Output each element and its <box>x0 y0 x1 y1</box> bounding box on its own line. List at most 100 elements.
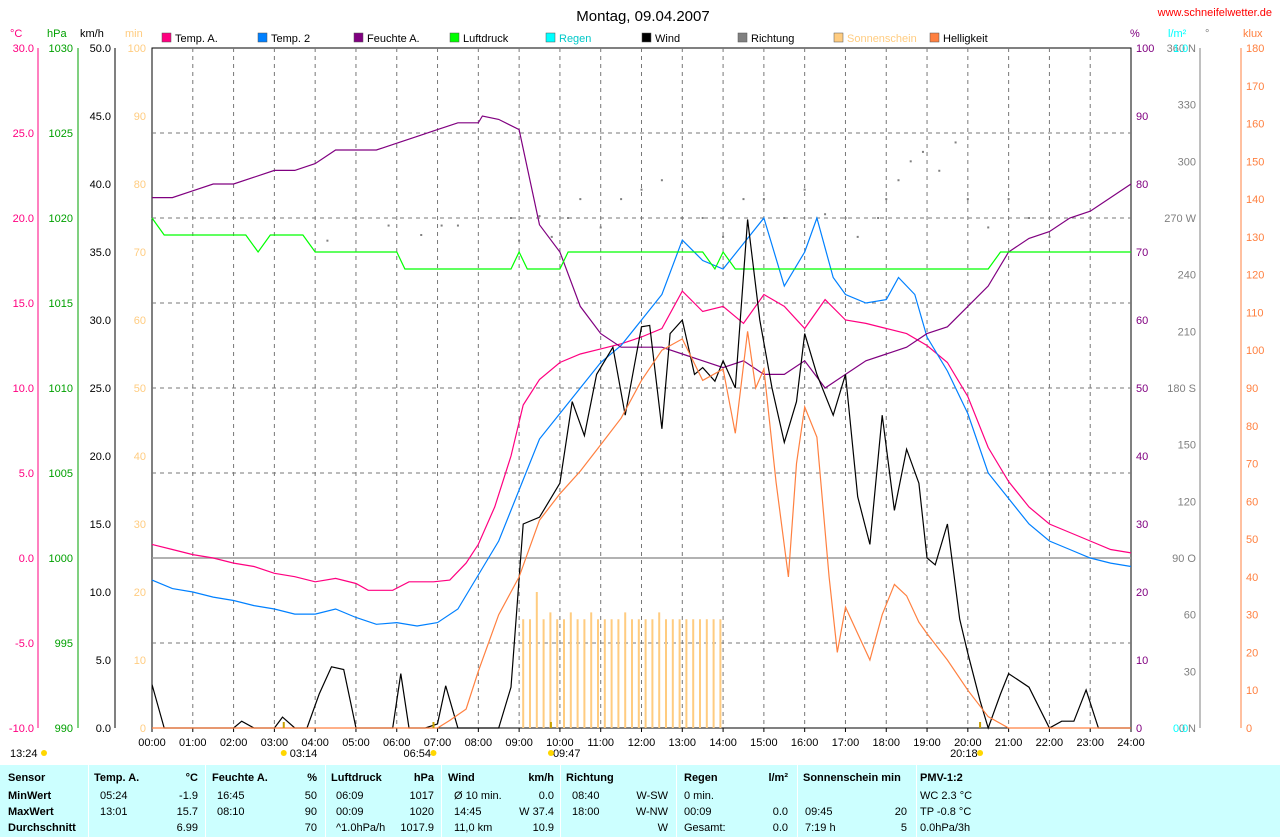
site-link[interactable]: www.schneifelwetter.de <box>1157 7 1272 19</box>
direction-point <box>909 160 912 163</box>
light-tick-label: 120 <box>1246 270 1264 282</box>
legend-label: Temp. 2 <box>271 33 310 45</box>
temp-value: -1.9 <box>179 790 198 802</box>
sun-marker-icon <box>41 750 47 756</box>
wind-tick-label: 40.0 <box>90 179 111 191</box>
table-header: Temp. A. <box>94 772 140 784</box>
humidity-tick-label: 0 <box>1136 723 1142 735</box>
sun-marker-icon <box>280 750 287 756</box>
direction-point <box>509 217 512 219</box>
direction-value: W <box>657 822 668 834</box>
sun-tick-label: 100 <box>128 43 146 55</box>
pressure-value: 1017 <box>409 790 434 802</box>
light-tick-label: 110 <box>1246 307 1264 319</box>
wind-tick-label: 30.0 <box>90 315 111 327</box>
table-header: Luftdruck <box>331 772 382 784</box>
wind-value: 0.0 <box>538 790 554 802</box>
direction-tick-label: 30 <box>1184 666 1196 678</box>
pmv-value: TP -0.8 °C <box>920 806 972 818</box>
direction-unit-label: ° <box>1205 28 1209 40</box>
direction-point <box>1048 235 1051 238</box>
light-tick-label: 20 <box>1246 647 1258 659</box>
x-tick-label: 15:00 <box>750 737 778 749</box>
table-separator <box>205 765 206 837</box>
light-tick-label: 160 <box>1246 119 1264 131</box>
light-tick-label: 100 <box>1246 345 1264 357</box>
direction-point <box>620 198 623 201</box>
direction-value: W-SW <box>636 790 668 802</box>
legend-label: Wind <box>655 33 680 45</box>
wind-time: 11,0 km <box>454 822 493 834</box>
direction-tick-label: 90 O <box>1172 553 1196 565</box>
statistics-table: Sensor Temp. A. °C Feuchte A.% Luftdruck hPa W… <box>0 765 1280 837</box>
temp-tick-label: 20.0 <box>13 213 34 225</box>
direction-point <box>440 224 443 227</box>
temp-time: 05:24 <box>100 790 128 802</box>
direction-point <box>387 224 390 227</box>
legend-swatch <box>929 32 940 43</box>
legend-label: Regen <box>559 33 591 45</box>
table-separator <box>88 765 89 837</box>
rain-tick-label: 0.0 <box>1173 723 1188 735</box>
direction-point <box>579 198 582 201</box>
legend-label: Helligkeit <box>943 33 988 45</box>
light-unit-label: klux <box>1243 28 1263 40</box>
direction-tick-label: 300 <box>1178 156 1196 168</box>
wind-time: Ø 10 min. <box>454 790 502 802</box>
humidity-tick-label: 80 <box>1136 179 1148 191</box>
pressure-tick-label: 990 <box>55 723 73 735</box>
direction-point <box>897 179 900 182</box>
rain-time: 0 min. <box>684 790 714 802</box>
temp-unit-label: °C <box>10 28 22 40</box>
sun-tick-label: 10 <box>134 655 146 667</box>
legend-swatch <box>833 32 844 43</box>
temp-tick-label: 0.0 <box>19 553 34 565</box>
light-tick-label: 30 <box>1246 610 1258 622</box>
wind-tick-label: 35.0 <box>90 247 111 259</box>
wind-tick-label: 25.0 <box>90 383 111 395</box>
row-label: MinWert <box>8 790 52 802</box>
table-header: Wind <box>448 772 475 784</box>
humidity-time: 16:45 <box>217 790 245 802</box>
direction-value: W-NW <box>635 806 668 818</box>
series-line-helligkeit <box>152 331 1131 729</box>
x-tick-label: 16:00 <box>791 737 819 749</box>
temp-tick-label: -5.0 <box>15 638 34 650</box>
marker-label: 20:18 <box>950 748 978 760</box>
direction-tick-label: 180 S <box>1167 383 1196 395</box>
direction-point <box>701 217 704 219</box>
direction-point <box>640 188 643 191</box>
direction-point <box>742 198 745 201</box>
marker-label: 09:47 <box>553 748 581 760</box>
direction-point <box>954 141 957 144</box>
table-header: °C <box>185 772 198 784</box>
table-separator <box>676 765 677 837</box>
table-separator <box>797 765 798 837</box>
temp-tick-label: 15.0 <box>13 298 34 310</box>
legend-swatch <box>545 32 556 43</box>
x-tick-label: 24:00 <box>1117 737 1145 749</box>
pressure-tick-label: 1015 <box>49 298 73 310</box>
pressure-value: 1017.9 <box>400 822 434 834</box>
series-line-feuchte-a- <box>152 115 1132 389</box>
direction-point <box>722 235 725 238</box>
rain-value: 0.0 <box>772 822 788 834</box>
legend-label: Feuchte A. <box>367 33 420 45</box>
humidity-time: 08:10 <box>217 806 245 818</box>
pressure-tick-label: 1005 <box>49 468 73 480</box>
humidity-tick-label: 20 <box>1136 587 1148 599</box>
rain-time: 00:09 <box>684 806 712 818</box>
humidity-tick-label: 70 <box>1136 247 1148 259</box>
pressure-unit-label: hPa <box>47 28 67 40</box>
direction-tick-label: 150 <box>1178 440 1196 452</box>
temp-value: 15.7 <box>176 806 198 818</box>
x-tick-label: 18:00 <box>872 737 900 749</box>
sun-tick-label: 0 <box>140 723 146 735</box>
direction-point <box>1007 198 1010 201</box>
direction-point <box>762 198 765 201</box>
direction-point <box>599 226 602 229</box>
sun-tick-label: 50 <box>134 383 146 395</box>
wind-time: 14:45 <box>454 806 482 818</box>
x-tick-label: 13:00 <box>669 737 697 749</box>
sun-marker-icon <box>977 750 984 756</box>
